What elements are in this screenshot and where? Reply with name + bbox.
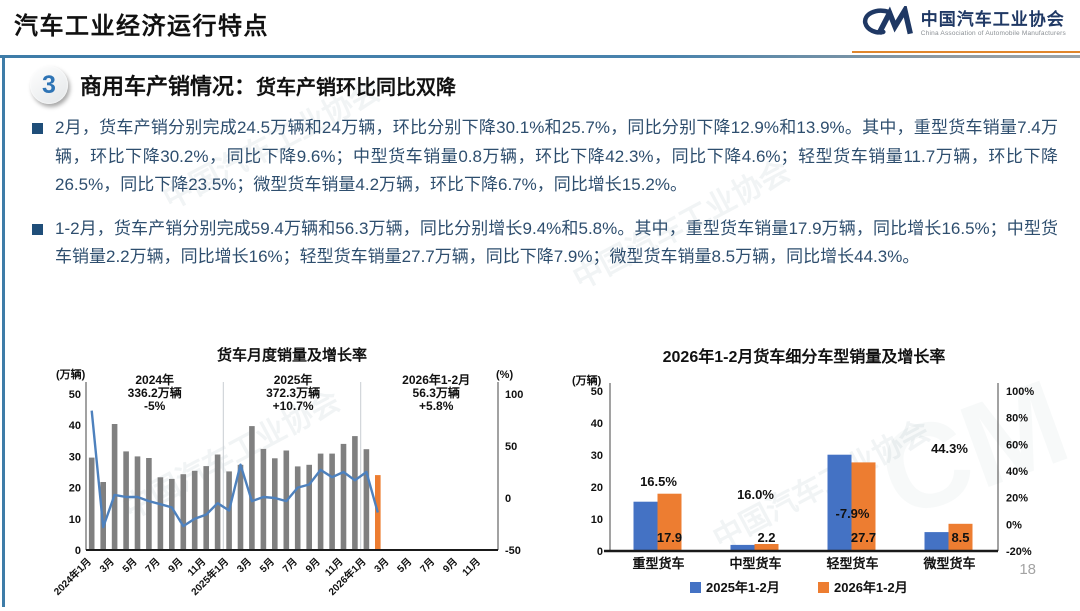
svg-text:8.5: 8.5: [951, 530, 969, 545]
svg-text:16.5%: 16.5%: [640, 474, 677, 489]
svg-text:0: 0: [75, 545, 81, 557]
section-heading: 商用车产销情况：: [80, 74, 257, 99]
svg-text:0: 0: [597, 546, 603, 558]
svg-text:100%: 100%: [1006, 386, 1034, 398]
svg-text:2024年: 2024年: [135, 372, 174, 387]
svg-text:轻型货车: 轻型货车: [826, 556, 878, 571]
svg-text:2026年1-2月: 2026年1-2月: [834, 580, 908, 595]
svg-text:3月: 3月: [372, 556, 391, 575]
svg-text:40%: 40%: [1006, 466, 1028, 478]
svg-text:3月: 3月: [97, 556, 116, 575]
section-subheading: 货车产销环比同比双降: [256, 77, 457, 99]
bullet-square-icon: [32, 123, 43, 134]
bullet-square-icon: [32, 223, 43, 235]
svg-text:336.2万辆: 336.2万辆: [128, 385, 182, 400]
svg-text:17.9: 17.9: [657, 530, 682, 545]
svg-text:0: 0: [505, 493, 511, 505]
monthly-sales-chart: 货车月度销量及增长率 (万辆) (%) 0 10 20 30 40 50 -50 0 50 100 202…: [50, 344, 528, 606]
svg-text:50: 50: [591, 386, 603, 398]
svg-text:20: 20: [591, 482, 603, 494]
svg-text:2025年: 2025年: [274, 372, 313, 387]
section-number-badge: 3: [30, 66, 68, 104]
svg-text:货车月度销量及增长率: 货车月度销量及增长率: [217, 346, 367, 364]
svg-text:2026年1-2月货车细分车型销量及增长率: 2026年1-2月货车细分车型销量及增长率: [663, 347, 946, 366]
bullet-item: 1-2月，货车产销分别完成59.4万辆和56.3万辆，同比分别增长9.4%和5.…: [32, 215, 1058, 272]
svg-text:9月: 9月: [441, 556, 460, 575]
svg-text:60%: 60%: [1006, 439, 1028, 451]
body-text: 2月，货车产销分别完成24.5万辆和24万辆，环比分别下降30.1%和25.7%…: [32, 114, 1058, 287]
svg-text:+10.7%: +10.7%: [273, 399, 314, 413]
svg-text:2024年1月: 2024年1月: [51, 555, 94, 598]
svg-text:50: 50: [505, 441, 517, 453]
page-number: 18: [1019, 561, 1036, 578]
svg-text:2.2: 2.2: [757, 530, 775, 545]
page-title: 汽车工业经济运行特点: [14, 13, 269, 40]
segment-sales-chart: 2026年1-2月货车细分车型销量及增长率 (万辆) 17.9 16.5% 重型货车 2.…: [552, 344, 1072, 606]
svg-text:(万辆): (万辆): [56, 367, 86, 381]
svg-text:10: 10: [69, 514, 81, 526]
svg-text:30: 30: [591, 450, 603, 462]
bullet-item: 2月，货车产销分别完成24.5万辆和24万辆，环比分别下降30.1%和25.7%…: [32, 114, 1058, 200]
svg-text:80%: 80%: [1006, 413, 1028, 425]
svg-text:2026年1-2月: 2026年1-2月: [402, 372, 470, 387]
svg-text:5月: 5月: [395, 556, 414, 575]
svg-text:20: 20: [69, 483, 81, 495]
svg-text:27.7: 27.7: [851, 530, 876, 545]
svg-text:9月: 9月: [303, 556, 322, 575]
org-name-en: China Association of Automobile Manufact…: [920, 30, 1066, 38]
svg-text:40: 40: [591, 418, 603, 430]
section-header: 3 商用车产销情况：货车产销环比同比双降: [30, 66, 456, 104]
svg-text:20%: 20%: [1006, 493, 1028, 505]
svg-text:5月: 5月: [120, 556, 139, 575]
svg-text:+5.8%: +5.8%: [419, 399, 454, 413]
svg-text:重型货车: 重型货车: [632, 556, 684, 571]
svg-text:56.3万辆: 56.3万辆: [413, 385, 460, 400]
left-accent-line: [2, 57, 5, 607]
svg-text:50: 50: [69, 389, 81, 401]
header-divider: [0, 55, 1080, 58]
svg-text:-50: -50: [505, 545, 521, 557]
svg-text:0%: 0%: [1006, 519, 1022, 531]
svg-text:(%): (%): [496, 369, 513, 381]
svg-text:微型货车: 微型货车: [922, 556, 975, 571]
svg-text:中型货车: 中型货车: [729, 556, 781, 571]
svg-text:7月: 7月: [143, 556, 162, 575]
svg-text:11月: 11月: [460, 556, 483, 579]
orange-accent-line: [852, 51, 1080, 53]
org-logo: 中国汽车工业协会 China Association of Automobile…: [859, 3, 1066, 43]
svg-text:30: 30: [69, 451, 81, 463]
svg-text:(万辆): (万辆): [572, 373, 602, 387]
svg-text:-7.9%: -7.9%: [836, 506, 870, 521]
svg-text:9月: 9月: [166, 556, 185, 575]
svg-text:-5%: -5%: [144, 399, 166, 413]
svg-text:7月: 7月: [418, 556, 437, 575]
bullet-paragraph: 2月，货车产销分别完成24.5万辆和24万辆，环比分别下降30.1%和25.7%…: [55, 118, 1058, 195]
svg-text:5月: 5月: [257, 556, 276, 575]
svg-text:372.3万辆: 372.3万辆: [266, 385, 320, 400]
svg-text:2025年1-2月: 2025年1-2月: [706, 580, 780, 595]
svg-text:7月: 7月: [280, 556, 299, 575]
bullet-paragraph: 1-2月，货车产销分别完成59.4万辆和56.3万辆，同比分别增长9.4%和5.…: [55, 218, 1058, 267]
svg-text:-20%: -20%: [1006, 546, 1032, 558]
svg-text:3月: 3月: [235, 556, 254, 575]
svg-text:10: 10: [591, 514, 603, 526]
svg-text:16.0%: 16.0%: [737, 487, 774, 502]
caam-logo-icon: [859, 3, 913, 43]
svg-text:44.3%: 44.3%: [931, 441, 968, 456]
svg-text:40: 40: [69, 420, 81, 432]
svg-text:100: 100: [505, 389, 523, 401]
org-name-cn: 中国汽车工业协会: [920, 10, 1065, 30]
